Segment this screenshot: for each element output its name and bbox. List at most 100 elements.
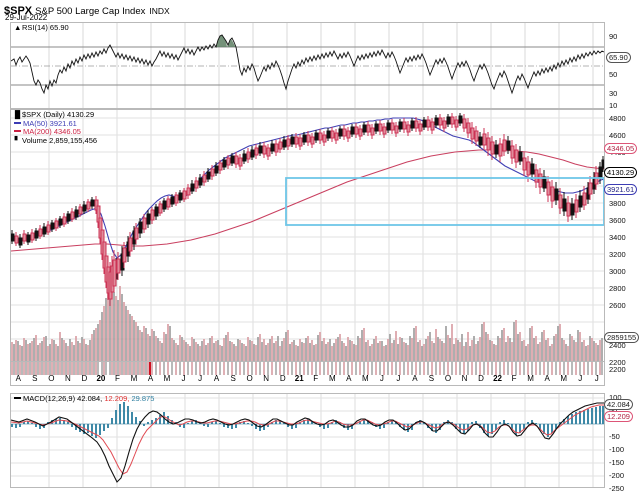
- macd-tick-m250: -250: [609, 484, 625, 493]
- ma50-line: [11, 117, 604, 259]
- volume-icon: ▘: [14, 135, 21, 145]
- price-tick-4800: 4800: [609, 114, 626, 123]
- macd-tick-50: 50: [609, 406, 617, 415]
- x-axis-tick-m-31: M: [527, 374, 534, 383]
- x-axis-tick-j-11: J: [198, 374, 203, 383]
- macd-gridlines-h: [11, 397, 604, 477]
- rsi-tick-90: 90: [609, 32, 618, 41]
- x-axis-tick-20-5: 20: [96, 374, 106, 383]
- macd-line: [11, 402, 604, 483]
- macd-legend-main: MACD(12,26,9) 42.084,: [23, 394, 103, 403]
- index-name-label: S&P 500 Large Cap Index: [35, 6, 146, 17]
- price-tick-3400: 3400: [609, 233, 626, 242]
- price-plot: [11, 110, 604, 361]
- x-axis-tick-f-6: F: [114, 374, 120, 383]
- macd-tick-m200: -200: [609, 471, 625, 480]
- macd-tick-100: 100: [609, 393, 622, 402]
- x-axis-tick-m-7: M: [130, 374, 138, 383]
- x-axis-tick-s-13: S: [230, 374, 236, 383]
- macd-tick-m50: -50: [609, 432, 620, 441]
- rsi-legend-label: RSI(14) 65.90: [22, 23, 69, 32]
- x-axis-tick-n-3: N: [64, 374, 71, 383]
- price-tick-3200: 3200: [609, 250, 626, 259]
- x-axis-tick-a-12: A: [213, 374, 220, 383]
- macd-tick-m150: -150: [609, 458, 625, 467]
- exchange-label: INDX: [149, 6, 170, 16]
- x-axis-tick-21-17: 21: [294, 374, 304, 383]
- rsi-tick-10: 10: [609, 101, 618, 110]
- x-axis-tick-o-26: O: [444, 374, 452, 383]
- macd-legend-signal: 12.209,: [104, 394, 130, 403]
- rsi-line: [11, 34, 604, 95]
- x-axis-tick-o-14: O: [246, 374, 253, 383]
- x-axis-tick-s-1: S: [32, 374, 38, 383]
- x-axis-tick-m-9: M: [163, 374, 171, 383]
- price-tick-2600: 2600: [609, 301, 626, 310]
- last-price-tag: 4130.29: [604, 167, 638, 178]
- x-axis-tick-j-22: J: [379, 374, 384, 383]
- x-axis-tick-a-0: A: [15, 374, 21, 383]
- macd-signal-line: [11, 404, 604, 475]
- candle-icon: █: [14, 110, 21, 119]
- quote-date-label: 29-Jul-2022: [5, 13, 48, 22]
- macd-line-icon: [14, 397, 21, 399]
- price-panel: █ $SPX (Daily) 4130.29 MA(50) 3921.61 MA(…: [10, 109, 605, 362]
- price-legend: █ $SPX (Daily) 4130.29 MA(50) 3921.61 MA(…: [14, 110, 98, 145]
- price-tick-3800: 3800: [609, 199, 626, 208]
- x-axis-tick-j-34: J: [578, 374, 583, 383]
- price-legend-symbol: $SPX (Daily) 4130.29: [22, 110, 95, 119]
- x-axis-tick-j-10: J: [181, 374, 186, 383]
- rsi-gridlines: [48, 23, 594, 108]
- x-axis-tick-n-15: N: [263, 374, 270, 383]
- ma200-line-icon: [14, 130, 21, 133]
- candlestick-series: [11, 113, 604, 306]
- macd-signal-tag: 12.209: [604, 411, 633, 422]
- x-axis-tick-d-16: D: [279, 374, 286, 383]
- x-axis-tick-m-33: M: [560, 374, 568, 383]
- ma50-value-tag: 3921.61: [604, 184, 638, 195]
- x-axis-tick-f-30: F: [511, 374, 517, 383]
- price-gridlines-h: [11, 117, 604, 340]
- rsi-plot: [11, 23, 604, 108]
- x-axis-tick-m-19: M: [328, 374, 336, 383]
- macd-gridlines-v: [48, 394, 594, 487]
- rsi-value-tag: 65.90: [606, 52, 631, 63]
- x-axis-tick-a-32: A: [544, 374, 550, 383]
- price-tick-2800: 2800: [609, 284, 626, 293]
- x-axis-tick-j-23: J: [396, 374, 401, 383]
- price-tick-3000: 3000: [609, 267, 626, 276]
- x-axis-tick-a-8: A: [147, 374, 154, 383]
- macd-plot: [11, 394, 604, 487]
- x-axis-tick-22-29: 22: [493, 374, 503, 383]
- consolidation-box: [285, 177, 604, 226]
- x-axis-tick-m-21: M: [362, 374, 369, 383]
- macd-value-tag: 42.084: [604, 399, 633, 410]
- x-axis-tick-n-27: N: [461, 374, 468, 383]
- x-axis-tick-a-24: A: [412, 374, 418, 383]
- x-axis-tick-j-35: J: [594, 374, 599, 383]
- rsi-tick-30: 30: [609, 89, 618, 98]
- rsi-legend: ▲RSI(14) 65.90: [14, 23, 69, 33]
- x-axis-tick-2200: 2200: [609, 365, 626, 374]
- symbol-label: $SPX: [4, 5, 33, 17]
- rsi-overbought-fill: [216, 35, 236, 47]
- macd-legend-hist: 29.875: [131, 394, 155, 403]
- volume-value-tag: 2859155: [604, 332, 640, 343]
- x-axis-tick-o-2: O: [48, 374, 55, 383]
- price-tick-2200: 2200: [609, 358, 626, 367]
- x-axis-volume-strip: [11, 362, 603, 375]
- macd-tick-m100: -100: [609, 445, 625, 454]
- rsi-panel: ▲RSI(14) 65.90: [10, 22, 605, 109]
- rsi-icon: ▲: [14, 23, 22, 32]
- rsi-tick-50: 50: [609, 70, 618, 79]
- ma200-value-tag: 4346.05: [604, 143, 638, 154]
- x-axis-tick-s-25: S: [428, 374, 435, 383]
- x-axis-tick-d-4: D: [81, 374, 88, 383]
- price-legend-ma50: MA(50) 3921.61: [23, 118, 77, 128]
- price-tick-4600: 4600: [609, 131, 626, 140]
- macd-panel: MACD(12,26,9) 42.084, 12.209, 29.875: [10, 393, 605, 488]
- price-tick-3600: 3600: [609, 216, 626, 225]
- x-axis-tick-f-18: F: [313, 374, 319, 383]
- price-legend-volume: Volume 2,859,155,456: [22, 135, 98, 145]
